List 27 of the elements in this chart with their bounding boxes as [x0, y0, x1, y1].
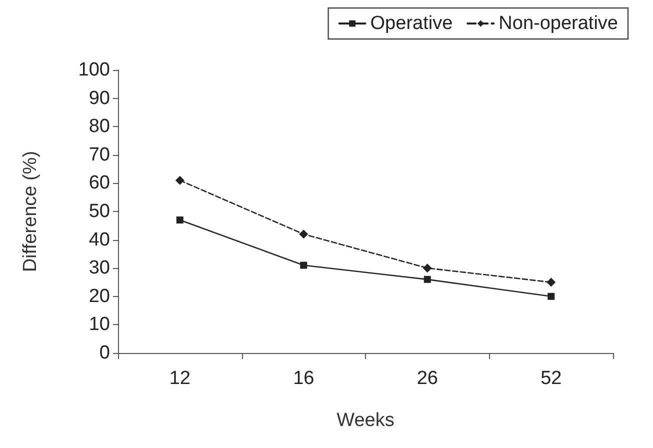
y-axis-title: Difference (%) — [20, 150, 41, 272]
point — [546, 278, 556, 287]
y-tick-label: 50 — [88, 201, 110, 222]
point — [424, 276, 431, 283]
x-tick-label: 52 — [540, 368, 562, 389]
y-tick-label: 60 — [88, 172, 110, 194]
point — [175, 176, 184, 185]
point — [176, 216, 184, 224]
y-tick-label: 10 — [88, 314, 110, 336]
y-tick-label: 90 — [88, 88, 110, 109]
point — [422, 264, 432, 273]
x-tick-label: 26 — [416, 368, 438, 389]
y-tick-label: 70 — [88, 144, 110, 166]
y-tick-label: 100 — [78, 60, 110, 80]
legend-label: Non-operative — [498, 13, 618, 34]
y-tick-label: 30 — [88, 258, 110, 279]
y-tick-label: 80 — [88, 116, 110, 138]
x-axis-title: Weeks — [336, 410, 394, 431]
y-tick-label: 40 — [88, 229, 110, 250]
y-tick-label: 20 — [88, 286, 110, 307]
y-tick-label: 0 — [99, 342, 110, 364]
x-tick-label: 16 — [293, 368, 314, 389]
point — [548, 292, 555, 300]
x-tick-label: 12 — [169, 368, 190, 389]
point — [300, 262, 308, 269]
point — [299, 230, 308, 239]
legend-label: Operative — [370, 13, 453, 34]
